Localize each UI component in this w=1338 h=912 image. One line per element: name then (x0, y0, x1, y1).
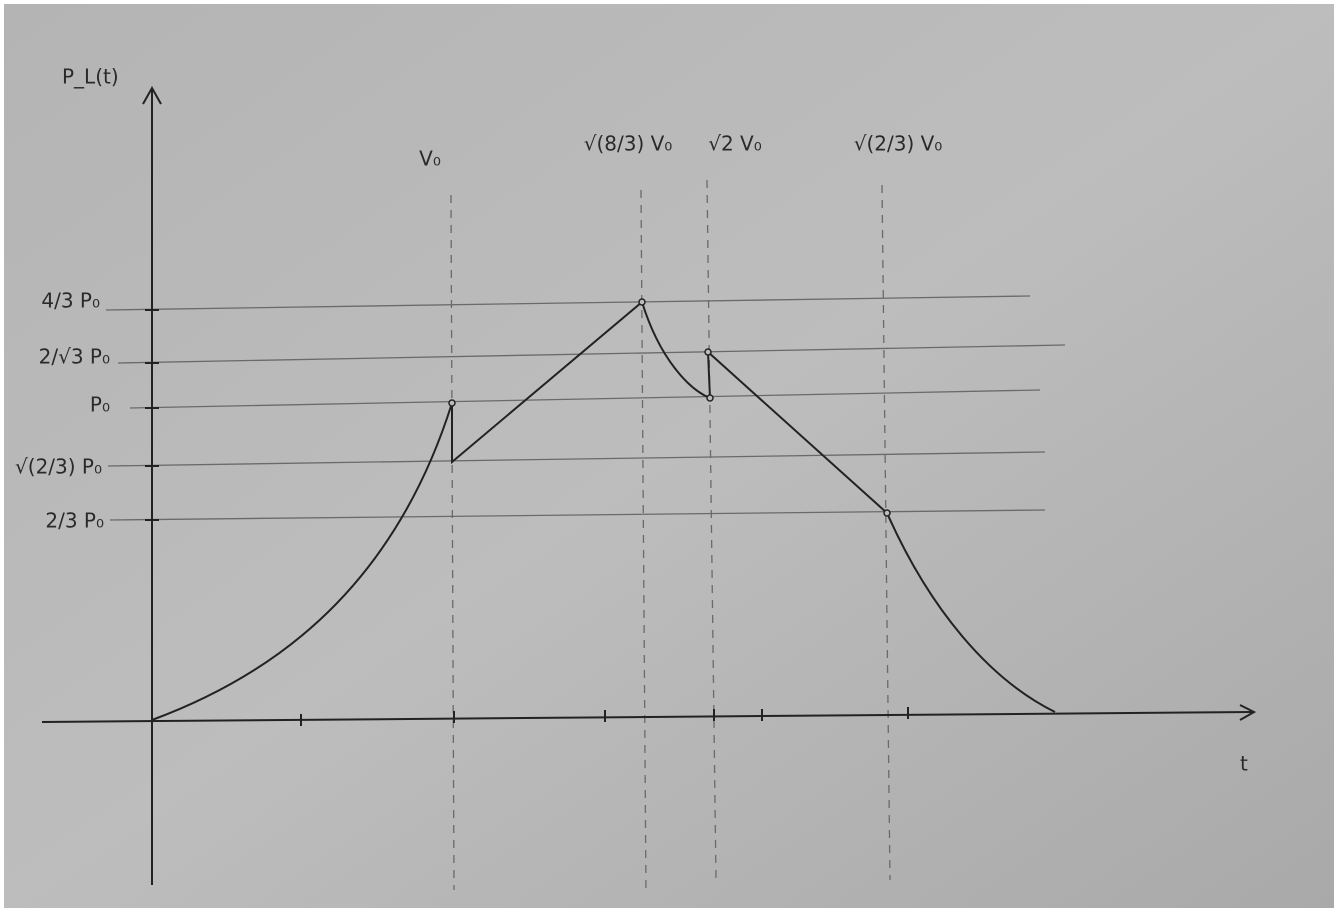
level-label: 2/√3 P₀ (39, 345, 110, 369)
guide-line (129, 389, 1041, 409)
level-label: P₀ (90, 393, 110, 417)
x-axis-label: t (1240, 752, 1248, 776)
marker-label: √(2/3) V₀ (854, 132, 943, 156)
paper (4, 4, 1334, 908)
marker-label: V₀ (419, 147, 441, 171)
y-arrow (142, 85, 162, 105)
marker-label: √2 V₀ (708, 132, 762, 156)
axes (41, 85, 1257, 885)
marker-line (881, 184, 891, 881)
marker-line (640, 189, 647, 896)
level-label: 4/3 P₀ (41, 289, 100, 313)
level-label: √(2/3) P₀ (15, 455, 102, 479)
x-axis (41, 711, 1253, 723)
marker-line (450, 194, 455, 891)
marker-line (706, 179, 717, 881)
curve (151, 300, 1056, 721)
guide-line (117, 344, 1066, 364)
y-axis-label: P_L(t) (62, 65, 119, 89)
guide-line (107, 451, 1046, 467)
guide-line (105, 295, 1031, 311)
x-arrow (1239, 704, 1257, 721)
marker-guides (450, 179, 891, 896)
marker-label: √(8/3) V₀ (584, 132, 673, 156)
level-label: 2/3 P₀ (45, 509, 104, 533)
